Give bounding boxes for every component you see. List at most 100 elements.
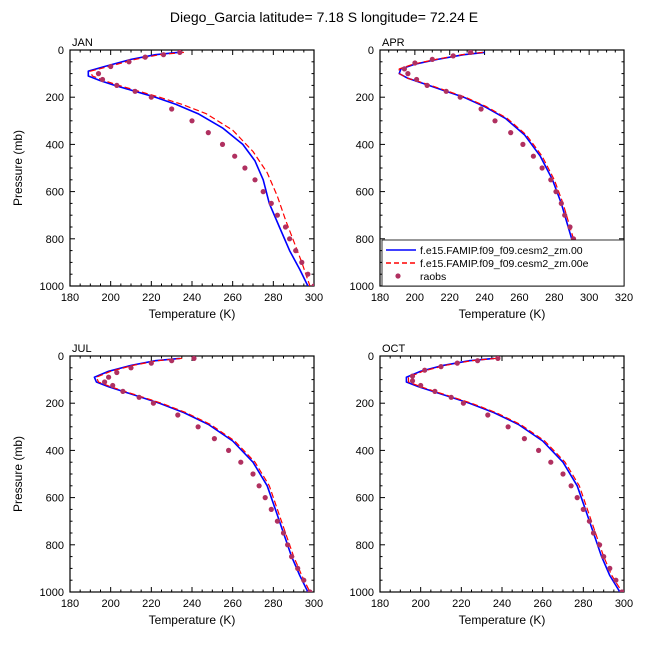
raobs-point [412, 60, 418, 66]
y-tick-label: 600 [356, 493, 374, 505]
x-tick-label: 280 [264, 292, 282, 304]
x-axis-label: Temperature (K) [459, 307, 546, 321]
x-tick-label: 260 [223, 598, 241, 610]
panel-jul: 180 200 220 240 260 280 300 0 200 400 600 800 1000 Te… [11, 343, 323, 627]
raobs-point [148, 360, 154, 366]
raobs-point [114, 369, 120, 376]
y-tick-label: 800 [356, 234, 374, 246]
raobs-point [409, 378, 416, 384]
y-axis-label: Pressure (mb) [11, 130, 25, 206]
raobs-point [136, 394, 142, 400]
x-tick-label: 260 [533, 598, 551, 610]
raobs-point [601, 554, 607, 560]
raobs-point [102, 379, 108, 385]
raobs-point [274, 518, 280, 524]
x-tick-label: 200 [101, 598, 119, 610]
y-tick-label: 400 [356, 139, 374, 151]
raobs-point [586, 518, 593, 524]
raobs-point [99, 76, 106, 83]
raobs-point [295, 565, 301, 572]
y-tick-label: 400 [356, 445, 374, 457]
raobs-point [478, 106, 484, 112]
x-tick-label: 220 [142, 598, 160, 610]
raobs-point [508, 130, 514, 136]
raobs-point [195, 424, 201, 430]
x-tick-label: 260 [510, 292, 528, 304]
raobs-point [226, 447, 232, 453]
raobs-point [106, 374, 112, 380]
panel-jan: 180 200 220 240 260 280 300 0 200 400 600 800 1000 Te… [11, 37, 323, 321]
raobs-point [177, 50, 183, 55]
raobs-point [450, 53, 456, 59]
y-tick-label: 200 [46, 398, 64, 410]
series-group [93, 356, 313, 592]
legend-swatch-dot [395, 273, 401, 279]
x-axis-label: Temperature (K) [459, 613, 546, 627]
raobs-point [285, 542, 291, 548]
x-tick-label: 280 [545, 292, 563, 304]
y-tick-label: 1000 [350, 281, 374, 293]
x-tick-label: 280 [264, 598, 282, 610]
y-tick-label: 200 [46, 92, 64, 104]
raobs-point [401, 66, 407, 72]
raobs-point [114, 82, 120, 88]
raobs-point [250, 471, 256, 477]
raobs-point [191, 356, 197, 361]
legend-box [381, 239, 625, 287]
raobs-point [548, 459, 554, 465]
raobs-point [460, 400, 466, 406]
raobs-point [580, 506, 586, 512]
y-tick-label: 0 [58, 45, 64, 57]
y-tick-label: 600 [46, 493, 64, 505]
raobs-point [409, 373, 416, 379]
plot-frame [69, 355, 315, 593]
raobs-point [256, 483, 262, 489]
raobs-point [558, 200, 564, 206]
raobs-point [492, 118, 498, 124]
raobs-point [521, 436, 528, 442]
y-tick-label: 800 [356, 540, 374, 552]
plot-frame [69, 49, 315, 287]
raobs-point [260, 189, 266, 195]
raobs-point [414, 76, 420, 83]
raobs-point [553, 189, 559, 195]
raobs-point [539, 165, 545, 171]
y-tick-label: 0 [368, 45, 374, 57]
raobs-point [560, 471, 566, 477]
raobs-point [219, 141, 226, 147]
y-tick-label: 600 [356, 187, 374, 199]
raobs-point [293, 248, 299, 254]
raobs-point [448, 394, 454, 400]
raobs-point [148, 94, 154, 100]
raobs-point [520, 141, 526, 147]
raobs-point [590, 530, 597, 536]
raobs-point [126, 59, 132, 65]
x-tick-label: 220 [142, 292, 160, 304]
raobs-point [268, 200, 274, 206]
raobs-point [211, 436, 217, 442]
series-line-cesm2-zm-00 [405, 357, 621, 592]
raobs-point [567, 224, 573, 230]
legend: f.e15.FAMIP.f09_f09.cesm2_zm.00f.e15.FAM… [381, 239, 625, 287]
raobs-point [289, 554, 295, 560]
y-tick-label: 800 [46, 234, 64, 246]
x-tick-label: 300 [615, 598, 633, 610]
series-line-cesm2-zm-00e [398, 51, 592, 286]
y-axis-label: Pressure (mb) [11, 436, 25, 512]
series-line-cesm2-zm-00e [407, 357, 623, 592]
x-tick-label: 180 [371, 598, 389, 610]
y-tick-label: 200 [356, 398, 374, 410]
raobs-point [108, 63, 114, 70]
y-tick-label: 200 [356, 92, 374, 104]
raobs-point [422, 367, 428, 373]
x-tick-label: 300 [305, 598, 323, 610]
figure-title: Diego_Garcia latitude= 7.18 S longitude=… [170, 9, 478, 25]
x-tick-label: 200 [101, 292, 119, 304]
raobs-point [619, 589, 624, 592]
series-line-cesm2-zm-00 [93, 357, 309, 592]
raobs-point [205, 130, 211, 136]
x-tick-label: 220 [441, 292, 459, 304]
raobs-point [120, 388, 126, 394]
raobs-point [405, 71, 411, 77]
